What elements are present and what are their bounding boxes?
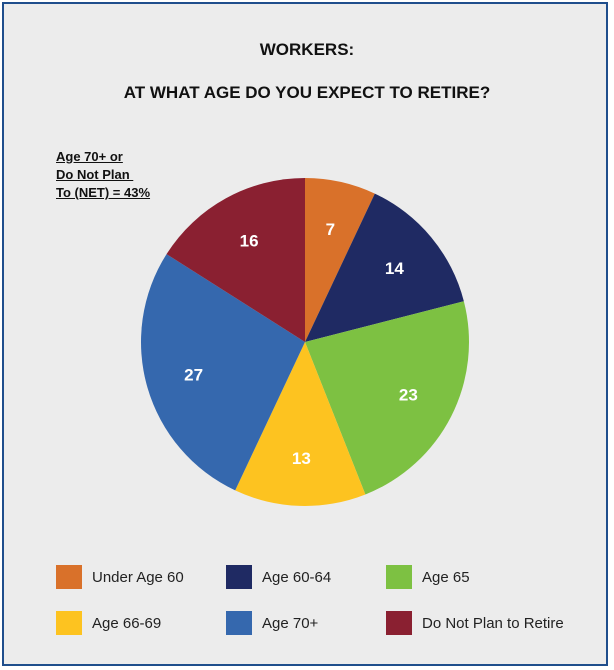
pie-slice-label-age-66-69: 13 (292, 449, 311, 468)
net-annotation: Age 70+ or Do Not Plan To (NET) = 43% (56, 148, 150, 202)
pie-slice-age-65 (305, 301, 469, 495)
pie-slice-label-do-not-plan-to-retire: 16 (240, 231, 259, 250)
net-annotation-line3: To (NET) = 43% (56, 185, 151, 200)
legend-item-age-70: Age 70+ (226, 611, 318, 635)
pie-slice-age-60-64 (305, 193, 464, 342)
pie-slice-under-age-60 (305, 178, 375, 342)
legend-item-age-60-64: Age 60-64 (226, 565, 331, 589)
legend-label: Age 65 (422, 568, 470, 586)
net-annotation-line1: Age 70+ or (56, 149, 123, 164)
pie-slice-label-age-65: 23 (399, 386, 418, 405)
legend-item-do-not-plan-to-retire: Do Not Plan to Retire (386, 611, 564, 635)
legend-swatch (226, 611, 252, 635)
legend-item-under-age-60: Under Age 60 (56, 565, 184, 589)
legend-swatch (386, 565, 412, 589)
net-annotation-line2: Do Not Plan (56, 167, 134, 182)
pie-slice-do-not-plan-to-retire (166, 178, 305, 342)
legend-swatch (386, 611, 412, 635)
pie-slice-label-age-60-64: 14 (385, 259, 404, 278)
legend-label: Do Not Plan to Retire (422, 614, 564, 632)
legend-item-age-65: Age 65 (386, 565, 470, 589)
legend-label: Age 70+ (262, 614, 319, 632)
legend-swatch (226, 565, 252, 589)
chart-panel: WORKERS: AT WHAT AGE DO YOU EXPECT TO RE… (2, 2, 608, 666)
pie-slice-age-70 (141, 254, 305, 491)
legend-item-age-66-69: Age 66-69 (56, 611, 161, 635)
chart-title-line1: WORKERS: (259, 40, 355, 59)
pie-slice-age-66-69 (235, 342, 366, 506)
legend-label: Age 66-69 (92, 614, 162, 632)
legend-swatch (56, 565, 82, 589)
legend-swatch (56, 611, 82, 635)
pie-slice-label-under-age-60: 7 (326, 220, 335, 239)
pie-chart: 7 14 23 13 27 16 (141, 178, 469, 506)
legend-label: Under Age 60 (92, 568, 184, 586)
pie-slice-label-age-70: 27 (184, 365, 203, 384)
legend-label: Age 60-64 (262, 568, 332, 586)
chart-title-line2: AT WHAT AGE DO YOU EXPECT TO RETIRE? (123, 83, 491, 102)
